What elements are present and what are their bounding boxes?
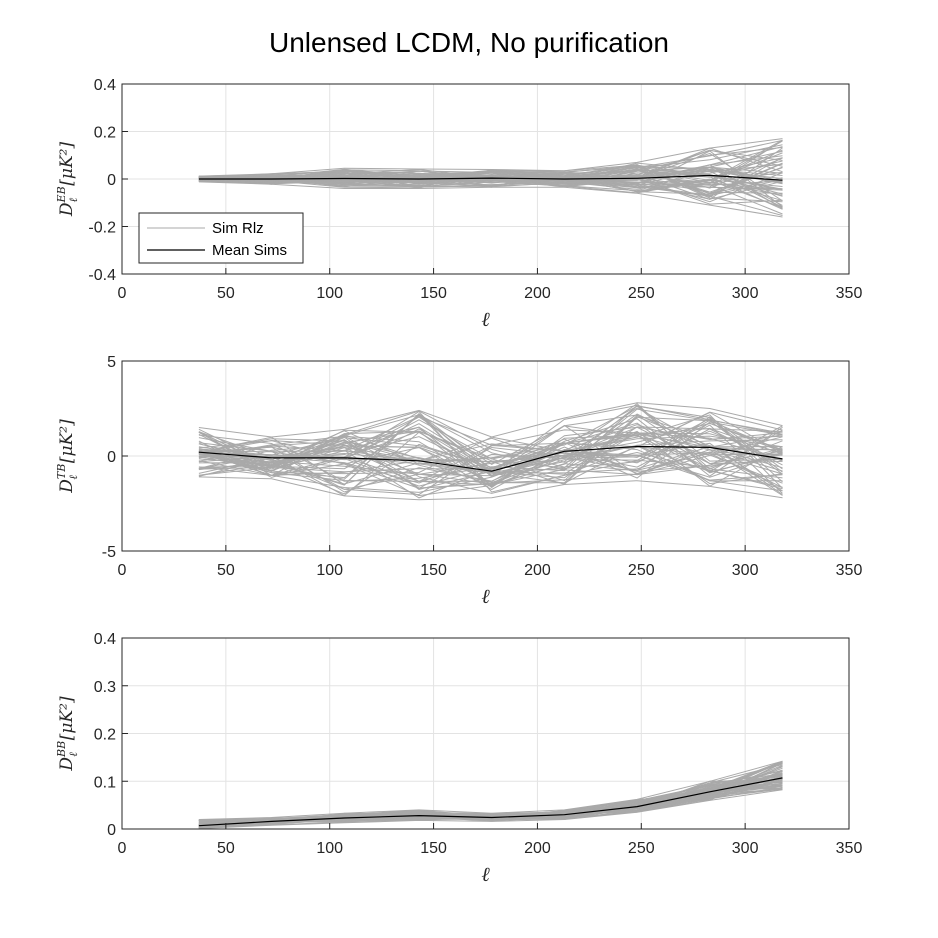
sim-rlz-line xyxy=(198,403,783,495)
sim-rlz-line xyxy=(198,407,783,476)
sim-rlz-line xyxy=(198,439,783,492)
mean-sims-line xyxy=(198,174,783,181)
y-tick-label: 0.1 xyxy=(94,774,116,791)
y-axis-label-sub: ℓ xyxy=(67,475,80,480)
sim-rlz-line xyxy=(198,435,783,491)
y-axis-label-sub: ℓ xyxy=(67,197,80,202)
mean-sims-line xyxy=(198,777,783,827)
sim-rlz-line xyxy=(198,157,783,189)
sim-rlz-line xyxy=(198,405,783,497)
x-tick-label: 250 xyxy=(628,285,655,302)
sim-rlz-line xyxy=(198,423,783,492)
x-tick-label: 250 xyxy=(628,562,655,579)
sim-rlz-line xyxy=(198,418,783,482)
y-tick-label: -0.4 xyxy=(88,267,116,284)
x-tick-label: 250 xyxy=(628,840,655,857)
x-tick-label: 300 xyxy=(732,840,759,857)
sim-rlz-line xyxy=(198,149,783,185)
sim-rlz-line xyxy=(198,405,783,483)
x-tick-label: 150 xyxy=(420,562,447,579)
panel-eb: 0 50 100 150 200 250 300 350-0.4-0.200.20.4ℓDEB… xyxy=(55,77,862,331)
y-axis-label-main: D xyxy=(57,757,77,772)
y-tick-label: 0 xyxy=(107,449,116,466)
y-tick-label: 0.2 xyxy=(94,125,116,142)
y-axis-label: DBBℓ [μK²] xyxy=(55,696,80,772)
x-tick-label: 100 xyxy=(316,285,343,302)
y-axis-label: DEBℓ [μK²] xyxy=(55,142,80,218)
y-axis-label-sup: BB xyxy=(55,741,68,758)
y-tick-label: -5 xyxy=(102,544,116,561)
legend-box xyxy=(138,212,304,264)
y-axis-label-unit: [μK²] xyxy=(57,696,77,740)
x-axis-label: ℓ xyxy=(481,862,490,886)
x-tick-label: 100 xyxy=(316,562,343,579)
sim-rlz-line xyxy=(198,414,783,480)
sim-rlz-line xyxy=(198,147,783,200)
y-tick-label: 0.4 xyxy=(94,77,116,94)
x-tick-label: 100 xyxy=(316,840,343,857)
y-tick-label: 0 xyxy=(107,822,116,839)
sim-rlz-envelope-upper xyxy=(198,760,783,820)
sim-rlz-line xyxy=(198,172,783,191)
x-tick-label: 50 xyxy=(217,562,235,579)
sim-rlz-line xyxy=(198,437,783,496)
panel-bb: 0 50 100 150 200 250 300 35000.10.20.30.4ℓDBBℓ[… xyxy=(55,631,862,886)
y-axis-label-sup: TB xyxy=(55,464,68,479)
x-tick-label: 0 xyxy=(118,562,127,579)
x-tick-label: 350 xyxy=(836,562,863,579)
y-axis-label-sup: EB xyxy=(55,186,68,203)
x-axis-label: ℓ xyxy=(481,584,490,608)
sim-rlz-lines xyxy=(198,138,783,218)
legend-label-mean-sims: Mean Sims xyxy=(212,242,287,259)
y-axis-label-main: D xyxy=(57,479,77,494)
panels: 0 50 100 150 200 250 300 350-0.4-0.200.20.4ℓDEB… xyxy=(55,77,862,886)
y-axis-label-unit: [μK²] xyxy=(57,142,77,186)
sim-rlz-line xyxy=(198,426,783,476)
x-tick-label: 300 xyxy=(732,562,759,579)
sim-rlz-line xyxy=(198,410,783,488)
figure-title: Unlensed LCDM, No purification xyxy=(269,27,669,58)
sim-rlz-envelope-lower xyxy=(198,181,783,218)
sim-rlz-line xyxy=(198,424,783,493)
x-axis-label: ℓ xyxy=(481,307,490,331)
y-axis-label-sub: ℓ xyxy=(67,752,80,757)
x-tick-label: 0 xyxy=(118,285,127,302)
x-tick-label: 150 xyxy=(420,285,447,302)
x-tick-label: 300 xyxy=(732,285,759,302)
sim-rlz-envelope-lower xyxy=(198,789,783,829)
sim-rlz-envelope-lower xyxy=(198,476,783,501)
x-tick-label: 150 xyxy=(420,840,447,857)
x-tick-label: 0 xyxy=(118,840,127,857)
sim-rlz-line xyxy=(198,162,783,185)
x-tick-label: 200 xyxy=(524,562,551,579)
x-tick-label: 50 xyxy=(217,285,235,302)
x-tick-label: 200 xyxy=(524,840,551,857)
x-tick-label: 200 xyxy=(524,285,551,302)
y-tick-label: 0.3 xyxy=(94,679,116,696)
sim-rlz-envelope-upper xyxy=(198,138,783,177)
sim-rlz-envelope-upper xyxy=(198,402,783,438)
y-tick-label: 0.4 xyxy=(94,631,116,648)
x-tick-label: 350 xyxy=(836,840,863,857)
y-tick-label: 0.2 xyxy=(94,727,116,744)
sim-rlz-line xyxy=(198,426,783,487)
mean-sims-line xyxy=(198,445,783,472)
legend-label-sim-rlz: Sim Rlz xyxy=(212,220,264,237)
x-tick-label: 50 xyxy=(217,840,235,857)
y-tick-label: 5 xyxy=(107,354,116,371)
y-axis-label: DTBℓ [μK²] xyxy=(55,419,80,494)
y-tick-label: -0.2 xyxy=(88,220,116,237)
legend[interactable]: Sim Rlz Mean Sims xyxy=(138,212,304,264)
x-tick-label: 350 xyxy=(836,285,863,302)
y-axis-label-unit: [μK²] xyxy=(57,419,77,463)
y-tick-label: 0 xyxy=(107,172,116,189)
sim-rlz-line xyxy=(198,405,783,482)
y-axis-label-main: D xyxy=(57,202,77,217)
